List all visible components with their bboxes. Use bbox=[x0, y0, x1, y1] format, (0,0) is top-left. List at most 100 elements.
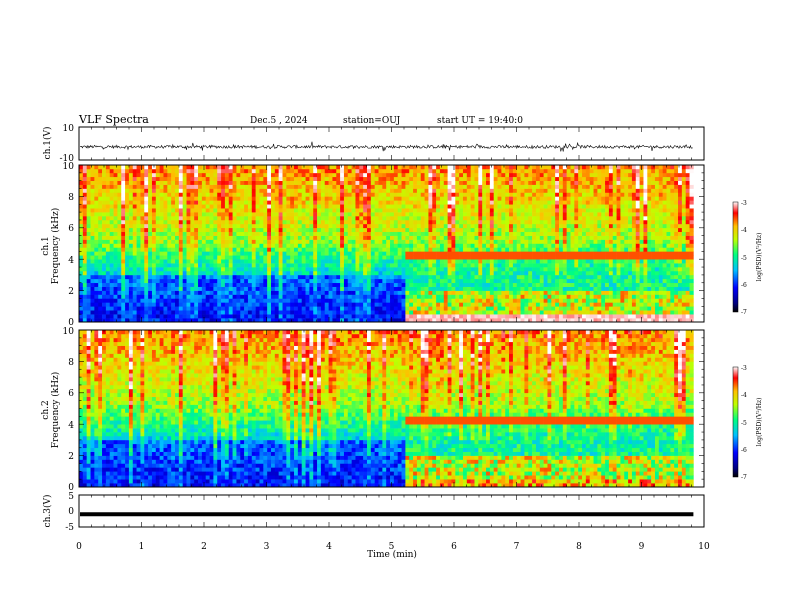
spectrogram-cell bbox=[420, 294, 425, 299]
spectrogram-cell bbox=[336, 270, 341, 276]
spectrogram-cell bbox=[232, 172, 237, 178]
spectrogram-cell bbox=[282, 274, 287, 280]
spectrogram-cell bbox=[98, 286, 103, 291]
spectrogram-cell bbox=[493, 168, 498, 174]
spectrogram-cell bbox=[274, 270, 279, 276]
spectrogram-cell bbox=[140, 227, 145, 233]
spectrogram-cell bbox=[317, 204, 322, 209]
spectrogram-cell bbox=[340, 274, 345, 280]
spectrogram-cell bbox=[532, 184, 537, 189]
spectrogram-cell bbox=[194, 180, 199, 185]
spectrogram-cell bbox=[90, 196, 95, 201]
spectrogram-cell bbox=[509, 282, 514, 287]
spectrogram-cell bbox=[270, 310, 276, 315]
spectrogram-cell bbox=[117, 239, 122, 244]
spectrogram-cell bbox=[428, 216, 433, 221]
spectrogram-cell bbox=[374, 243, 379, 248]
spectrogram-cell bbox=[221, 259, 226, 264]
spectrogram-cell bbox=[175, 282, 180, 287]
spectrogram-cell bbox=[428, 278, 433, 284]
spectrogram-cell bbox=[474, 172, 479, 178]
spectrogram-cell bbox=[282, 192, 287, 197]
spectrogram-cell bbox=[413, 172, 418, 178]
spectrogram-cell bbox=[136, 176, 141, 181]
spectrogram-cell bbox=[286, 165, 291, 170]
spectrogram-cell bbox=[340, 196, 345, 201]
spectrogram-cell bbox=[486, 302, 491, 307]
spectrogram-cell bbox=[501, 255, 506, 260]
spectrogram-cell bbox=[198, 263, 203, 268]
spectrogram-cell bbox=[474, 282, 479, 287]
spectrogram-cell bbox=[82, 267, 87, 272]
spectrogram-cell bbox=[382, 302, 387, 307]
spectrogram-cell bbox=[486, 176, 491, 181]
spectrogram-cell bbox=[151, 231, 157, 236]
spectrogram-cell bbox=[459, 219, 464, 225]
spectrogram-cell bbox=[424, 278, 429, 284]
spectrogram-cell bbox=[278, 231, 283, 236]
spectrogram-cell bbox=[105, 314, 111, 319]
spectrogram-cell bbox=[436, 243, 441, 248]
spectrogram-cell bbox=[286, 259, 291, 264]
spectrogram-cell bbox=[102, 219, 107, 225]
spectrogram-cell bbox=[86, 172, 91, 178]
spectrogram-cell bbox=[221, 255, 226, 260]
spectrogram-cell bbox=[424, 192, 429, 197]
spectrogram-cell bbox=[455, 259, 460, 264]
spectrogram-cell bbox=[393, 165, 399, 170]
spectrogram-cell bbox=[512, 235, 518, 240]
spectrogram-cell bbox=[86, 219, 91, 225]
spectrogram-cell bbox=[232, 239, 237, 244]
spectrogram-cell bbox=[79, 176, 84, 181]
spectrogram-cell bbox=[213, 243, 218, 248]
spectrogram-cell bbox=[436, 259, 441, 264]
spectrogram-cell bbox=[290, 192, 295, 197]
spectrogram-cell bbox=[136, 270, 141, 276]
spectrogram-cell bbox=[251, 227, 256, 233]
spectrogram-cell bbox=[247, 219, 253, 225]
spectrogram-cell bbox=[401, 204, 406, 209]
spectrogram-cell bbox=[409, 243, 414, 248]
spectrogram-cell bbox=[117, 219, 122, 225]
spectrogram-cell bbox=[163, 251, 168, 256]
spectrogram-cell bbox=[416, 212, 422, 217]
spectrogram-cell bbox=[94, 192, 99, 197]
spectrogram-cell bbox=[374, 294, 379, 299]
spectrogram-cell bbox=[432, 314, 437, 319]
spectrogram-cell bbox=[359, 192, 364, 197]
spectrogram-cell bbox=[466, 243, 471, 248]
spectrogram-cell bbox=[221, 306, 226, 311]
spectrogram-cell bbox=[451, 274, 456, 280]
spectrogram-cell bbox=[98, 231, 103, 236]
spectrogram-cell bbox=[328, 243, 333, 248]
spectrogram-cell bbox=[428, 227, 433, 233]
spectrogram-cell bbox=[336, 188, 341, 193]
spectrogram-cell bbox=[470, 208, 475, 213]
spectrogram-cell bbox=[213, 306, 218, 311]
spectrogram-cell bbox=[324, 204, 329, 209]
spectrogram-cell bbox=[340, 267, 345, 272]
spectrogram-cell bbox=[436, 286, 441, 291]
spectrogram-cell bbox=[270, 282, 276, 287]
spectrogram-cell bbox=[516, 290, 521, 295]
spectrogram-cell bbox=[286, 314, 291, 319]
spectrogram-cell bbox=[286, 286, 291, 291]
spectrogram-cell bbox=[428, 208, 433, 213]
spectrogram-cell bbox=[336, 223, 341, 229]
spectrogram-cell bbox=[175, 310, 180, 315]
spectrogram-cell bbox=[363, 239, 368, 244]
spectrogram-cell bbox=[286, 243, 291, 248]
spectrogram-cell bbox=[340, 259, 345, 264]
spectrogram-cell bbox=[405, 243, 410, 248]
start-time-label: start UT = 19:40:0 bbox=[437, 116, 523, 126]
spectrogram-cell bbox=[263, 212, 268, 217]
spectrogram-cell bbox=[482, 263, 487, 268]
spectrogram-cell bbox=[159, 243, 164, 248]
spectrogram-cell bbox=[297, 286, 303, 291]
spectrogram-cell bbox=[497, 243, 502, 248]
spectrogram-cell bbox=[324, 184, 329, 189]
spectrogram-cell bbox=[320, 200, 326, 205]
spectrogram-cell bbox=[474, 270, 479, 276]
spectrogram-cell bbox=[140, 208, 145, 213]
spectrogram-cell bbox=[539, 235, 544, 240]
